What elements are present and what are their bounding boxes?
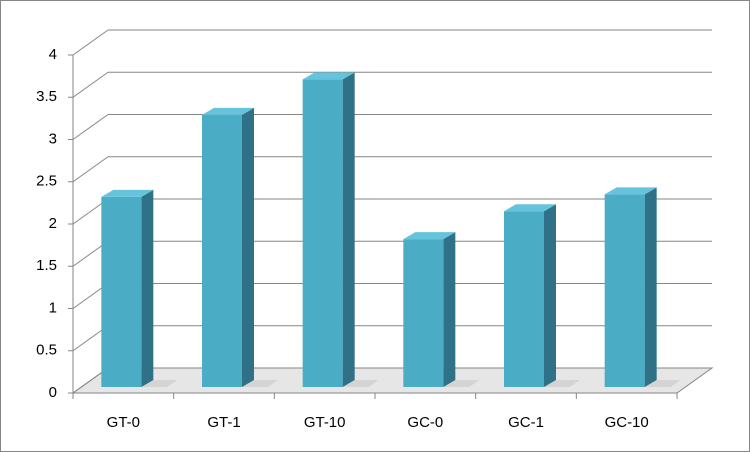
bar-side xyxy=(443,232,456,387)
x-tick-label: GT-0 xyxy=(107,414,140,431)
bar xyxy=(101,189,178,387)
bar-top xyxy=(604,187,657,195)
grid-line xyxy=(72,156,109,183)
bar-front xyxy=(101,196,142,387)
y-tick-label: 2.5 xyxy=(36,173,57,190)
bar xyxy=(604,187,681,387)
grid-line xyxy=(72,114,109,140)
bar xyxy=(504,204,580,387)
y-tick-label: 2 xyxy=(49,215,57,232)
x-tick-label: GT-10 xyxy=(304,414,346,431)
bar-side xyxy=(342,72,355,388)
bar-side xyxy=(141,189,154,387)
grid-line xyxy=(72,29,109,56)
y-tick-label: 1 xyxy=(49,299,57,316)
bar-front xyxy=(302,79,343,388)
x-tick-label: GT-1 xyxy=(207,414,240,431)
bar-top xyxy=(101,189,154,197)
y-tick-label: 1.5 xyxy=(36,257,57,274)
bar-top xyxy=(302,72,355,80)
bar-front xyxy=(403,239,444,387)
bar xyxy=(302,72,379,388)
bar-top xyxy=(202,107,254,115)
bar-side xyxy=(544,204,556,387)
x-tick-label: GC-10 xyxy=(605,414,649,431)
y-tick-label: 0 xyxy=(49,384,57,401)
y-tick-label: 3.5 xyxy=(36,88,57,105)
bar-side xyxy=(644,187,657,387)
x-tick-label: GC-0 xyxy=(407,414,443,431)
bar xyxy=(202,107,278,387)
bar-top xyxy=(403,232,456,240)
y-tick-label: 4 xyxy=(49,46,57,63)
bar-front xyxy=(202,114,242,387)
x-tick-label: GC-1 xyxy=(508,414,544,431)
y-tick-label: 3 xyxy=(49,130,57,147)
bar xyxy=(403,232,480,387)
y-tick-label: 0.5 xyxy=(36,342,57,359)
bar-side xyxy=(242,107,254,387)
grid-line xyxy=(72,71,109,98)
bar-front xyxy=(604,194,645,387)
bar-top xyxy=(504,204,556,212)
bar-front xyxy=(504,211,544,387)
